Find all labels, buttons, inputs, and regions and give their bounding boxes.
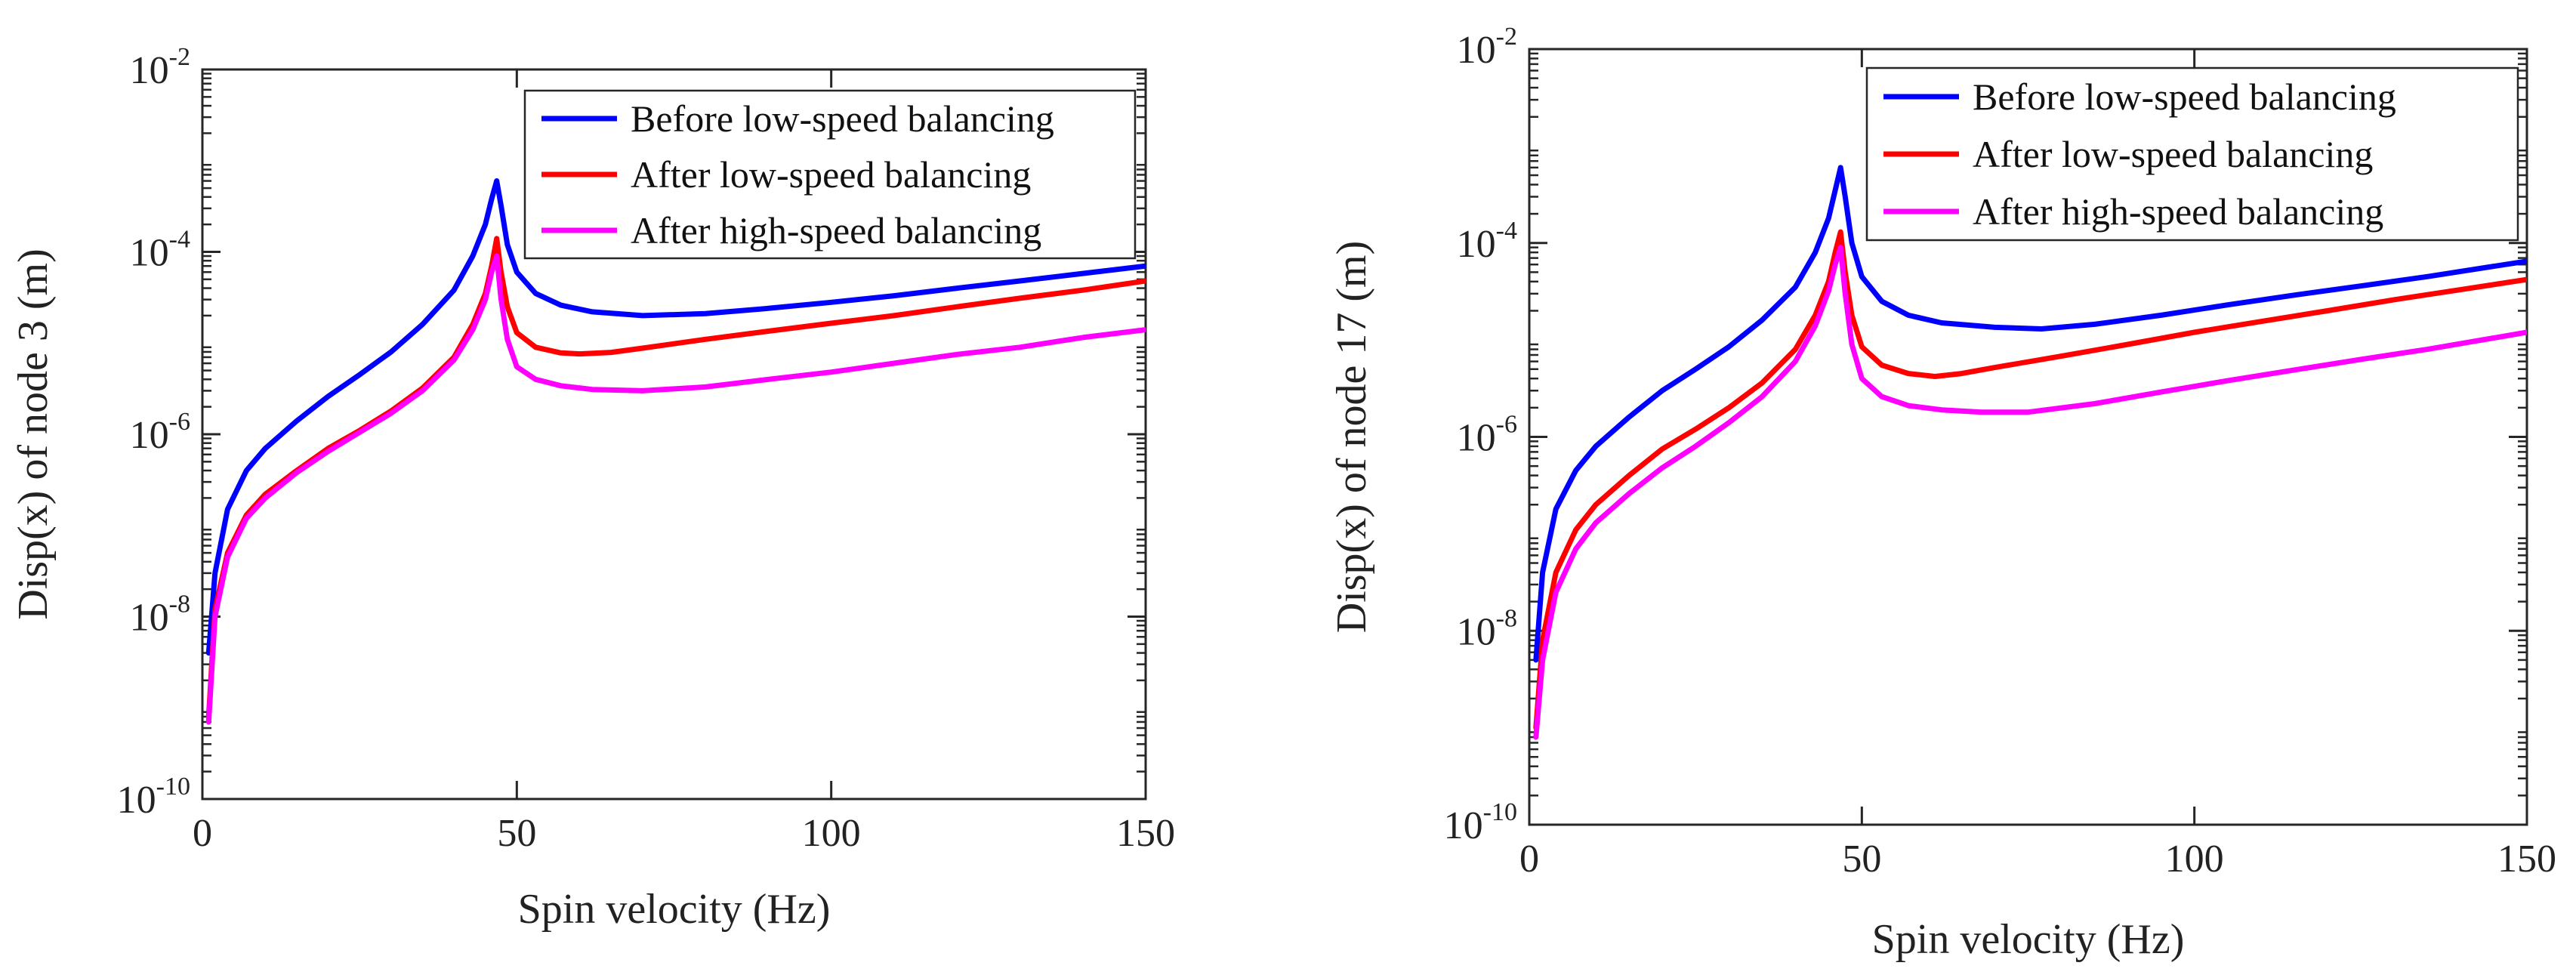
legend-label: Before low-speed balancing <box>631 97 1054 140</box>
legend-box <box>523 89 1137 260</box>
x-tick-label: 0 <box>193 812 212 855</box>
y-tick-label: 10-10 <box>1444 798 1517 847</box>
y-tick-label: 10-6 <box>1457 411 1517 460</box>
y-tick-label: 10-10 <box>117 773 190 822</box>
y-tick-label: 10-2 <box>130 43 190 92</box>
x-axis-label: Spin velocity (Hz) <box>518 886 831 933</box>
series-line-3 <box>205 253 1146 725</box>
x-tick-label: 0 <box>1519 838 1539 881</box>
x-tick-label: 100 <box>2165 838 2224 881</box>
x-axis-label: Spin velocity (Hz) <box>1872 916 2185 963</box>
x-tick-label: 150 <box>2497 838 2556 881</box>
y-tick-label: 10-8 <box>1457 604 1517 653</box>
legend-box <box>1865 66 2519 242</box>
y-tick-label: 10-4 <box>1457 217 1517 266</box>
legend-label: After low-speed balancing <box>631 153 1031 196</box>
legend-label: Before low-speed balancing <box>1973 76 2396 118</box>
y-axis-label: Disp(x) of node 17 (m) <box>1328 241 1375 633</box>
left-chart-panel: 10-10 10-8 10-6 10-4 10-2 0 50 100 150 Spin veloc… <box>10 43 1175 933</box>
x-tick-label: 100 <box>802 812 861 855</box>
series-line-3 <box>1533 245 2527 740</box>
series-line-1 <box>205 178 1146 656</box>
y-tick-label: 10-8 <box>130 591 190 640</box>
y-tick-label: 10-6 <box>130 408 190 457</box>
series-line-1 <box>1533 165 2527 663</box>
right-chart-panel: 10-10 10-8 10-6 10-4 10-2 0 50 100 150 Spin veloc… <box>1328 23 2556 963</box>
legend-label: After high-speed balancing <box>631 209 1041 251</box>
x-tick-label: 50 <box>497 812 536 855</box>
y-tick-label: 10-4 <box>130 226 190 275</box>
legend-label: After low-speed balancing <box>1973 133 2373 175</box>
x-tick-label: 50 <box>1842 838 1881 881</box>
x-tick-label: 150 <box>1116 812 1175 855</box>
y-tick-label: 10-2 <box>1457 23 1517 72</box>
legend-label: After high-speed balancing <box>1973 190 2383 233</box>
y-axis-label: Disp(x) of node 3 (m) <box>10 248 57 619</box>
